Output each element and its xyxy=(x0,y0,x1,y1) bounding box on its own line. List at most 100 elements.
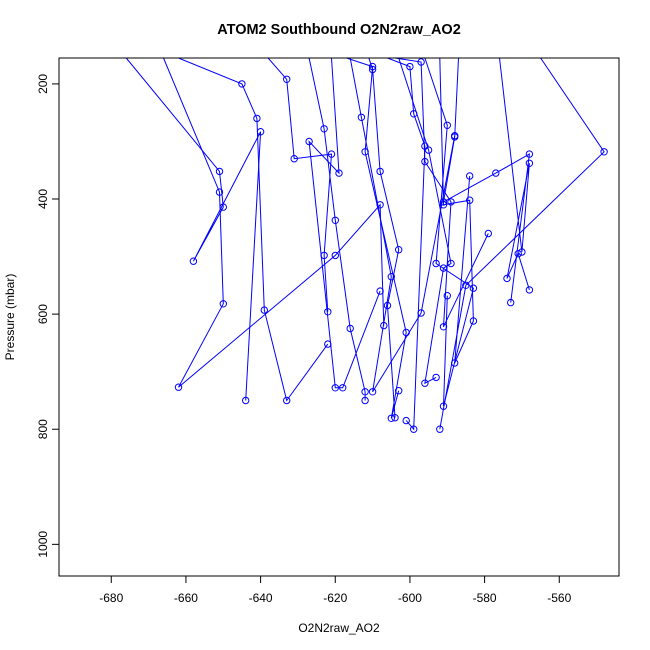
data-point xyxy=(462,281,470,289)
data-point xyxy=(432,373,440,382)
x-tick-label: -680 xyxy=(99,591,123,605)
data-point xyxy=(215,167,224,176)
series-13 xyxy=(424,58,478,410)
series-line xyxy=(394,58,489,328)
data-point xyxy=(331,384,339,392)
data-point xyxy=(174,383,183,391)
data-point xyxy=(484,229,492,238)
data-point xyxy=(238,80,246,88)
data-point xyxy=(331,216,339,225)
x-axis: -680 -660 -640 -620 -600 -580 -560 xyxy=(99,575,572,605)
x-axis-label: O2N2raw_AO2 xyxy=(298,621,380,635)
data-point xyxy=(383,301,392,310)
y-tick-label: 400 xyxy=(36,189,50,209)
data-point xyxy=(451,133,459,141)
data-point xyxy=(525,150,534,158)
data-point xyxy=(290,155,298,163)
y-axis: 200 400 600 800 1000 xyxy=(36,74,60,558)
data-point xyxy=(189,257,198,265)
data-point xyxy=(439,264,448,272)
data-point xyxy=(432,259,440,268)
series-line xyxy=(424,58,474,407)
data-point xyxy=(514,250,522,258)
data-point xyxy=(387,414,395,422)
x-tick-label: -560 xyxy=(547,591,571,605)
x-tick-label: -600 xyxy=(398,591,422,605)
series-line xyxy=(349,58,456,393)
series-line xyxy=(308,58,381,389)
y-tick-label: 1000 xyxy=(36,531,50,558)
x-tick-label: -640 xyxy=(249,591,273,605)
series-line xyxy=(346,58,407,419)
data-point xyxy=(376,287,384,295)
series-3 xyxy=(178,58,332,405)
series-line xyxy=(125,58,262,401)
series-4 xyxy=(267,58,336,316)
data-point xyxy=(443,292,451,300)
data-point xyxy=(424,146,433,154)
data-point xyxy=(436,425,444,433)
series-9 xyxy=(368,58,403,422)
series-14 xyxy=(439,58,478,367)
series-6 xyxy=(305,58,384,392)
data-point xyxy=(395,246,403,254)
data-point xyxy=(421,379,429,387)
data-point xyxy=(447,198,455,206)
y-tick-label: 800 xyxy=(36,419,50,439)
series-line xyxy=(308,58,366,401)
series-line xyxy=(163,58,385,388)
y-tick-label: 600 xyxy=(36,304,50,324)
data-point xyxy=(368,388,377,396)
data-point xyxy=(443,121,451,130)
data-point xyxy=(219,300,228,308)
series-7 xyxy=(346,58,410,422)
x-tick-label: -580 xyxy=(473,591,497,605)
data-point xyxy=(525,159,534,168)
data-point xyxy=(469,284,478,292)
series-line xyxy=(387,58,426,431)
data-point xyxy=(439,198,448,206)
data-point xyxy=(283,396,291,405)
data-point xyxy=(215,188,224,196)
data-point xyxy=(391,414,399,422)
data-point xyxy=(600,148,608,156)
x-tick-label: -620 xyxy=(323,591,347,605)
data-point xyxy=(283,75,291,84)
series-5 xyxy=(308,58,369,405)
data-point xyxy=(346,324,354,333)
data-point xyxy=(406,62,414,71)
data-point xyxy=(447,259,455,268)
y-axis-label: Pressure (mbar) xyxy=(3,274,17,361)
data-point xyxy=(466,172,474,180)
series-17 xyxy=(436,58,608,433)
series-10 xyxy=(387,58,429,433)
series-12 xyxy=(398,58,455,387)
data-point xyxy=(361,396,369,405)
data-point xyxy=(361,388,369,396)
data-point xyxy=(466,196,474,204)
data-point xyxy=(417,58,425,66)
series-15 xyxy=(439,58,534,307)
data-point xyxy=(242,396,250,405)
data-point xyxy=(421,157,429,166)
data-point xyxy=(395,387,403,395)
data-point xyxy=(503,274,511,283)
data-point xyxy=(387,273,395,281)
data-point xyxy=(357,113,366,122)
chart-title: ATOM2 Southbound O2N2raw_AO2 xyxy=(217,22,461,38)
series-2 xyxy=(163,58,388,391)
series-layer xyxy=(125,58,608,433)
data-point xyxy=(518,248,526,256)
series-line xyxy=(178,58,329,402)
data-point xyxy=(376,167,384,176)
series-16 xyxy=(499,58,534,294)
plot-frame xyxy=(58,57,620,577)
data-point xyxy=(469,317,478,325)
x-tick-label: -660 xyxy=(174,591,198,605)
series-line xyxy=(499,58,530,291)
data-point xyxy=(339,384,347,392)
data-point xyxy=(507,298,515,307)
data-point xyxy=(305,137,313,146)
